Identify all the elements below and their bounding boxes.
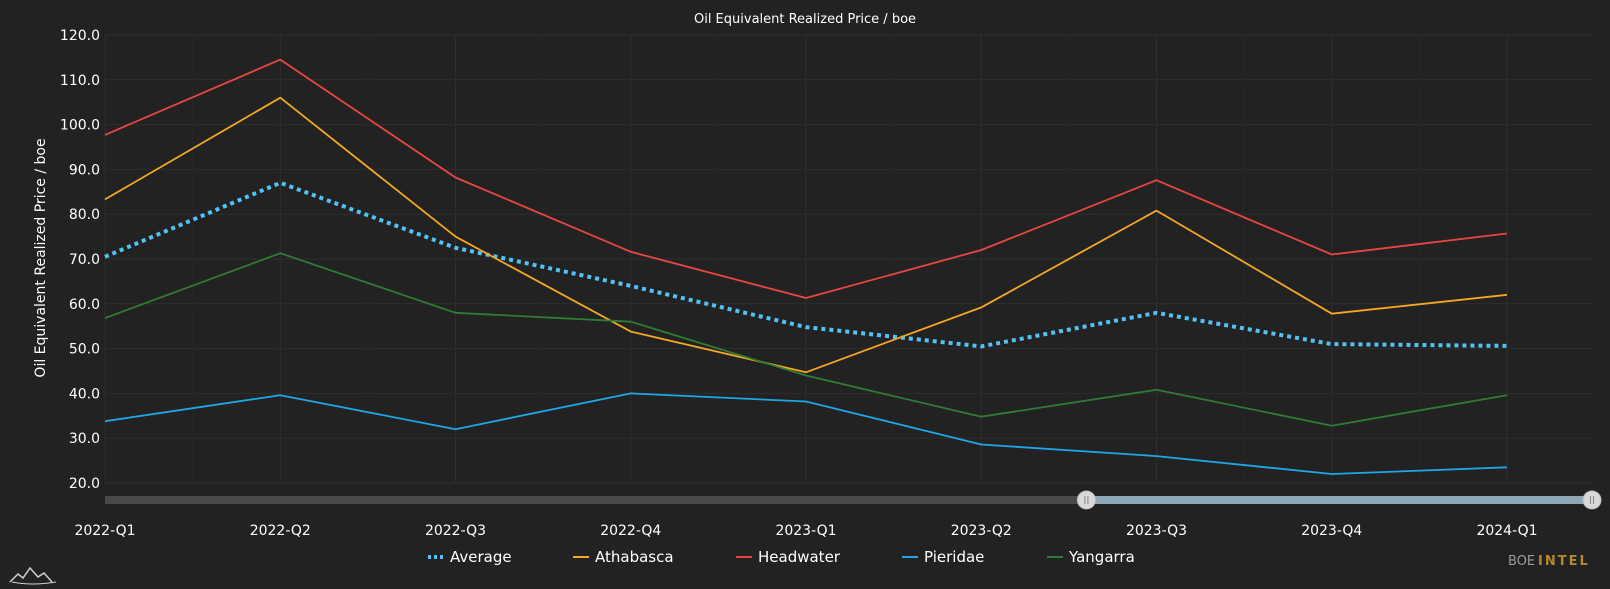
x-tick-label: 2024-Q1 [1476,523,1537,539]
series-line-athabasca [104,96,1508,374]
x-tick-label: 2022-Q1 [74,523,135,539]
y-tick-label: 120.0 [60,28,100,44]
series-line-pieridae [104,392,1508,475]
y-tick-label: 70.0 [69,252,100,268]
x-tick-label: 2022-Q2 [250,523,311,539]
x-tick-label: 2023-Q2 [951,523,1012,539]
range-slider-start-handle[interactable] [1076,490,1096,510]
x-tick-label: 2023-Q4 [1301,523,1362,539]
legend-label-pieridae: Pieridae [924,548,984,566]
y-axis-label: Oil Equivalent Realized Price / boe [33,138,49,377]
x-axis-ticks: 2022-Q1 2022-Q2 2022-Q3 2022-Q4 2023-Q1 2023-… [74,523,1537,539]
brand-logo-part2: INTEL [1538,554,1590,569]
x-tick-label: 2022-Q4 [600,523,661,539]
mountain-logo-icon [9,566,57,585]
legend-label-average: Average [450,548,512,566]
y-axis-ticks: 20.0 30.0 40.0 50.0 60.0 70.0 80.0 90.0 100.0 110… [60,28,100,492]
series-line-yangarra [104,252,1508,427]
brand-logo-part1: BOE [1508,554,1535,569]
y-tick-label: 100.0 [60,118,100,134]
y-tick-label: 80.0 [69,207,100,223]
x-tick-label: 2022-Q3 [425,523,486,539]
y-tick-label: 40.0 [69,386,100,402]
y-tick-label: 110.0 [60,73,100,89]
y-tick-label: 60.0 [69,297,100,313]
range-slider-selection[interactable] [1086,496,1592,504]
range-slider-track[interactable] [105,496,1592,504]
y-tick-label: 50.0 [69,342,100,358]
legend: Average Athabasca Headwater Pieridae Yangarr… [428,548,1135,566]
legend-label-headwater: Headwater [758,548,841,566]
x-tick-label: 2023-Q1 [775,523,836,539]
grid [104,34,1595,484]
series-line-headwater [104,58,1508,299]
legend-label-athabasca: Athabasca [595,548,674,566]
range-slider-end-handle[interactable] [1582,490,1602,510]
series-line-average [104,180,1508,349]
y-tick-label: 20.0 [69,476,100,492]
series-lines [104,58,1508,475]
range-slider[interactable] [105,490,1602,510]
chart-title: Oil Equivalent Realized Price / boe [694,12,916,27]
x-tick-label: 2023-Q3 [1126,523,1187,539]
y-tick-label: 30.0 [69,431,100,447]
y-tick-label: 90.0 [69,162,100,178]
legend-label-yangarra: Yangarra [1068,548,1135,566]
